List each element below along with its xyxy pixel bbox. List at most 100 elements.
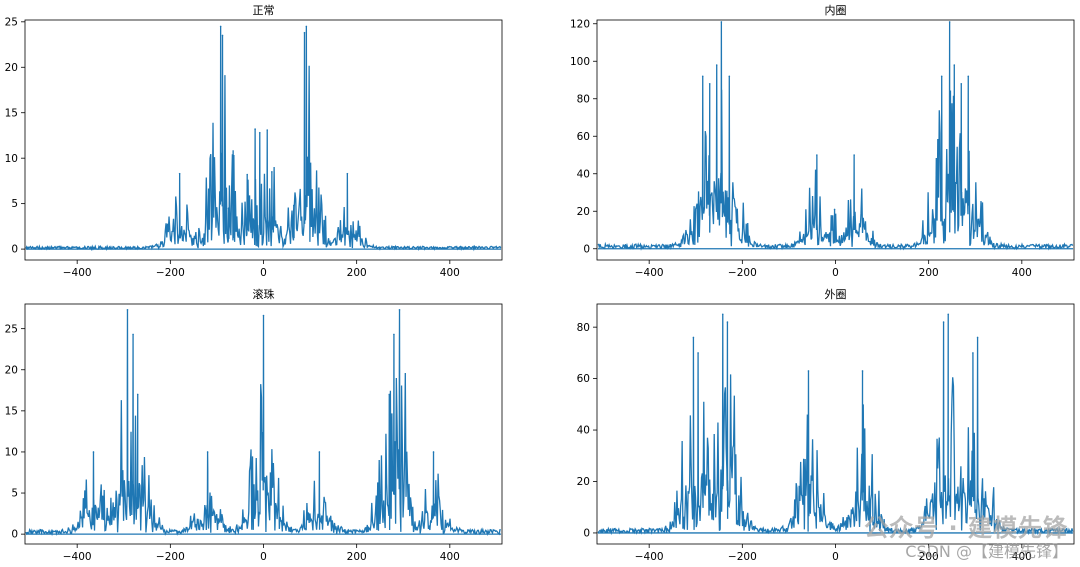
- peak-point: [708, 82, 711, 85]
- peak-point: [947, 313, 950, 316]
- y-tick-label: 0: [11, 244, 18, 256]
- x-tick-label: 0: [260, 267, 267, 279]
- y-tick-label: 25: [5, 16, 18, 28]
- peak-point: [972, 352, 974, 354]
- y-tick-label: 0: [583, 243, 590, 255]
- x-tick-label: 0: [832, 267, 839, 279]
- peak-point: [942, 321, 945, 323]
- x-tick-label: 400: [440, 267, 460, 279]
- peak-point: [807, 370, 810, 372]
- peak-point: [833, 208, 836, 211]
- y-tick-label: 40: [577, 425, 590, 437]
- y-tick-label: 20: [577, 476, 590, 488]
- y-tick-label: 15: [5, 107, 18, 119]
- peak-point: [221, 34, 224, 37]
- y-tick-label: 60: [577, 373, 590, 385]
- subplot-title: 内圈: [825, 3, 847, 17]
- x-tick-label: 0: [260, 551, 267, 563]
- peak-point: [232, 204, 235, 207]
- peak-point: [861, 370, 864, 372]
- y-tick-label: 10: [5, 447, 18, 459]
- x-tick-label: −200: [156, 267, 185, 279]
- x-tick-label: −200: [156, 551, 185, 563]
- y-tick-label: 15: [5, 405, 18, 417]
- series-line: [25, 26, 502, 252]
- peak-point: [398, 308, 401, 311]
- peak-point: [726, 321, 729, 323]
- y-tick-label: 40: [577, 168, 590, 180]
- series-line: [597, 21, 1074, 251]
- peak-point: [721, 313, 724, 316]
- peak-point: [318, 451, 321, 453]
- x-tick-label: −400: [635, 551, 664, 563]
- y-tick-label: 20: [5, 62, 18, 74]
- peak-point: [132, 333, 134, 336]
- series-line: [597, 314, 1074, 536]
- peak-point: [178, 172, 181, 175]
- peak-point: [960, 82, 963, 85]
- x-tick-label: −400: [63, 267, 92, 279]
- x-tick-label: −200: [728, 551, 757, 563]
- subplot-title: 正常: [253, 4, 275, 17]
- peak-point: [432, 451, 435, 453]
- x-tick-label: 200: [347, 551, 367, 563]
- subplot-title: 外圈: [825, 288, 847, 301]
- peak-point: [271, 171, 273, 173]
- y-tick-label: 0: [583, 528, 590, 540]
- y-tick-label: 0: [11, 529, 18, 541]
- subplot-1: 正常 −400 −200 0 200 400 0 5 10 15 20 25: [5, 4, 503, 279]
- peak-point: [697, 352, 699, 354]
- y-tick-label: 20: [577, 206, 590, 218]
- peak-point: [219, 25, 222, 28]
- y-tick-label: 25: [5, 323, 18, 335]
- subplot-4: 外圈 −400 −200 0 200 400 0 20 40 60 80: [577, 288, 1075, 563]
- y-tick-label: 60: [577, 131, 590, 143]
- peak-point: [305, 25, 308, 28]
- peak-point: [953, 64, 956, 66]
- peak-point: [262, 314, 265, 317]
- subplot-title: 滚珠: [253, 287, 275, 301]
- x-tick-label: 400: [1012, 267, 1032, 279]
- peak-point: [948, 21, 951, 23]
- x-tick-label: 200: [919, 551, 939, 563]
- y-tick-label: 10: [5, 153, 18, 165]
- peak-point: [136, 393, 139, 396]
- peak-point: [816, 154, 818, 156]
- peak-point: [126, 308, 129, 311]
- peak-point: [853, 154, 855, 156]
- x-tick-label: −200: [728, 267, 757, 279]
- x-tick-label: −400: [63, 551, 92, 563]
- x-tick-label: −400: [635, 267, 664, 279]
- y-tick-label: 80: [577, 93, 590, 105]
- y-tick-label: 100: [570, 56, 590, 68]
- peak-point: [388, 393, 391, 396]
- peak-point: [258, 131, 261, 134]
- series-line: [25, 309, 501, 537]
- y-tick-label: 5: [11, 488, 18, 500]
- subplot-3: 滚珠 −400 −200 0 200 400 0 5 10 15 20 25: [5, 287, 503, 563]
- x-tick-label: 400: [440, 551, 460, 563]
- y-tick-label: 5: [11, 198, 18, 210]
- subplot-2: 内圈 −400 −200 0 200 400 0 20 40 60 80 100 120: [570, 3, 1075, 279]
- peak-point: [701, 75, 704, 78]
- peak-point: [967, 75, 970, 78]
- peak-point: [254, 128, 256, 130]
- y-tick-label: 120: [570, 18, 590, 30]
- y-tick-label: 80: [577, 322, 590, 334]
- axes-frame: [596, 303, 1075, 545]
- peak-point: [393, 333, 395, 336]
- peak-point: [292, 204, 295, 207]
- peak-point: [976, 336, 979, 339]
- peak-point: [692, 336, 695, 339]
- y-tick-label: 20: [5, 364, 18, 376]
- peak-point: [728, 75, 731, 78]
- x-tick-label: 0: [832, 551, 839, 563]
- peak-point: [940, 75, 943, 78]
- peak-point: [206, 451, 209, 453]
- peak-point: [346, 172, 349, 175]
- x-tick-label: 200: [919, 267, 939, 279]
- peak-point: [227, 207, 230, 209]
- peak-point: [92, 451, 95, 453]
- x-tick-label: 400: [1012, 551, 1032, 563]
